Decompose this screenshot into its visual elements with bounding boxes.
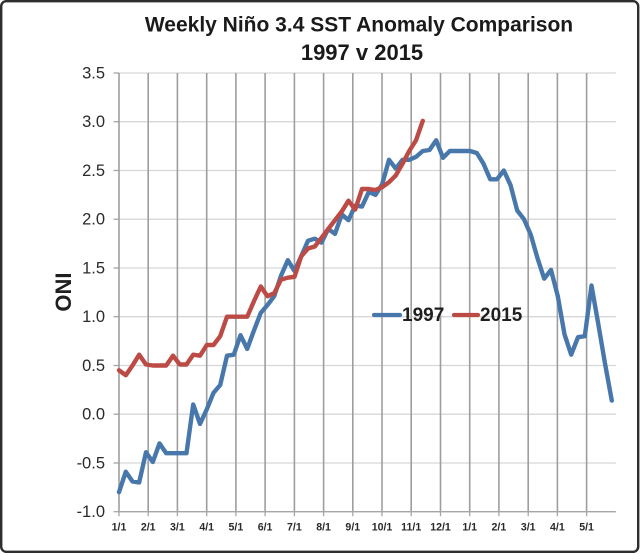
svg-text:4/1: 4/1 — [550, 522, 565, 534]
svg-text:2/1: 2/1 — [141, 522, 156, 534]
svg-text:5/1: 5/1 — [579, 522, 594, 534]
svg-text:10/1: 10/1 — [372, 522, 393, 534]
svg-text:ONI: ONI — [51, 272, 76, 311]
svg-text:2/1: 2/1 — [492, 522, 507, 534]
svg-text:11/1: 11/1 — [401, 522, 421, 534]
svg-text:3/1: 3/1 — [521, 522, 536, 534]
svg-text:12/1: 12/1 — [430, 522, 451, 534]
svg-text:5/1: 5/1 — [229, 522, 244, 534]
svg-text:1997: 1997 — [402, 305, 444, 326]
svg-text:4/1: 4/1 — [199, 522, 214, 534]
svg-text:2015: 2015 — [480, 305, 523, 326]
svg-text:0.5: 0.5 — [82, 357, 105, 375]
svg-text:7/1: 7/1 — [287, 522, 302, 534]
svg-text:3/1: 3/1 — [170, 522, 185, 534]
svg-text:1.5: 1.5 — [82, 259, 105, 277]
svg-text:9/1: 9/1 — [345, 522, 360, 534]
svg-text:1/1: 1/1 — [462, 522, 477, 534]
svg-text:1997 v 2015: 1997 v 2015 — [301, 40, 423, 65]
svg-text:3.0: 3.0 — [82, 113, 105, 131]
svg-text:8/1: 8/1 — [316, 522, 331, 534]
svg-text:-1.0: -1.0 — [77, 503, 105, 521]
svg-text:2.0: 2.0 — [82, 211, 105, 229]
svg-text:3.5: 3.5 — [82, 64, 105, 82]
svg-text:1.0: 1.0 — [82, 308, 105, 326]
svg-text:2.5: 2.5 — [82, 162, 105, 180]
svg-text:6/1: 6/1 — [258, 522, 273, 534]
svg-text:-0.5: -0.5 — [77, 454, 105, 472]
svg-text:Weekly Niño 3.4 SST Anomaly Co: Weekly Niño 3.4 SST Anomaly Comparison — [145, 14, 573, 37]
svg-text:0.0: 0.0 — [82, 406, 105, 424]
svg-text:1/1: 1/1 — [112, 522, 127, 534]
